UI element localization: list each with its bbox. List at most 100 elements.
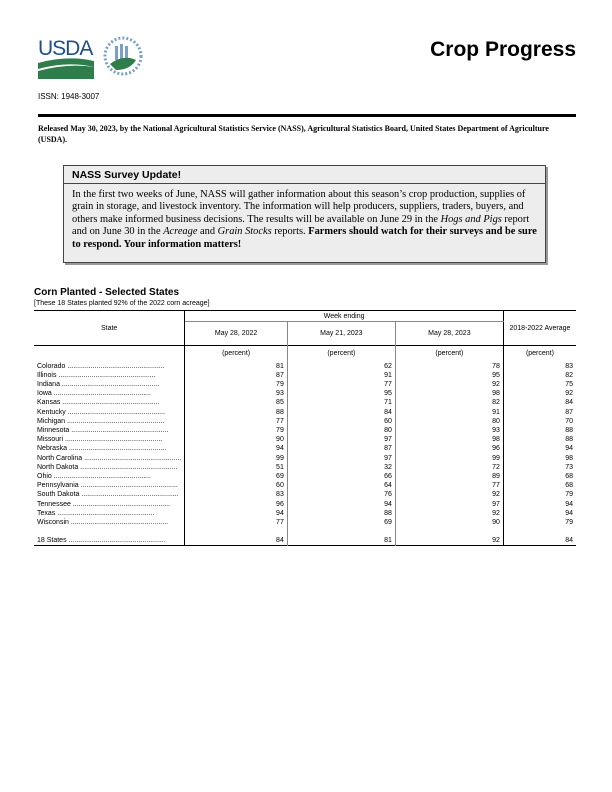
notice-heading: NASS Survey Update! <box>64 166 545 184</box>
divider <box>38 114 576 117</box>
value: 94 <box>287 499 396 509</box>
state-name: South Dakota ...........................… <box>34 490 186 500</box>
value: 81 <box>287 536 396 546</box>
state-label: Minnesota <box>37 426 70 434</box>
value: 87 <box>565 408 573 416</box>
value: 77 <box>184 416 288 426</box>
value: 85 <box>184 398 288 408</box>
state-label: Colorado <box>37 362 66 370</box>
state-name: Michigan ...............................… <box>34 416 186 426</box>
value: 97 <box>287 453 396 463</box>
value: 60 <box>184 481 288 491</box>
state-name: North Dakota ...........................… <box>34 462 186 472</box>
state-name: Missouri ...............................… <box>34 435 186 445</box>
state-name: 18 States ..............................… <box>34 536 186 546</box>
value: 88 <box>184 407 288 417</box>
value: 64 <box>287 481 396 491</box>
value: 90 <box>395 517 504 528</box>
state-name: Colorado ...............................… <box>34 361 186 371</box>
state-label: Nebraska <box>37 445 67 453</box>
value: 94 <box>565 509 573 517</box>
report-title: Crop Progress <box>430 38 576 61</box>
value: 91 <box>395 407 504 417</box>
state-label: Kentucky <box>37 408 66 416</box>
value: 60 <box>287 416 396 426</box>
value: 92 <box>395 536 504 546</box>
corn-planted-table: State Week ending 2018-2022 Average May … <box>34 310 576 546</box>
value: 87 <box>184 370 288 380</box>
value: 90 <box>184 435 288 445</box>
state-name: Wisconsin ..............................… <box>34 517 186 528</box>
value: 97 <box>395 499 504 509</box>
value: 84 <box>565 537 573 545</box>
value: 32 <box>287 462 396 472</box>
table-row: North Dakota ...........................… <box>34 462 576 472</box>
table-row: North Carolina .........................… <box>34 453 576 463</box>
state-label: Tennessee <box>37 500 71 508</box>
value: 51 <box>184 462 288 472</box>
value: 93 <box>395 425 504 436</box>
column-header: 2018-2022 Average <box>509 324 571 332</box>
value: 99 <box>184 453 288 463</box>
value: 79 <box>184 379 288 390</box>
report-name: Acreage <box>163 226 198 238</box>
state-name: Pennsylvania ...........................… <box>34 481 186 491</box>
unit: (percent) <box>287 345 396 362</box>
state-name: Nebraska ...............................… <box>34 444 186 454</box>
state-label: Michigan <box>37 417 66 425</box>
state-label: Ohio <box>37 472 52 480</box>
value: 94 <box>565 500 573 508</box>
state-name: Kentucky ...............................… <box>34 407 186 417</box>
value: 81 <box>184 361 288 371</box>
agriculture-counts-seal <box>103 36 143 76</box>
value: 87 <box>287 444 396 454</box>
state-name: Iowa ...................................… <box>34 389 186 399</box>
value: 92 <box>395 508 504 518</box>
table-row: Missouri ...............................… <box>34 435 576 445</box>
state-name: Tennessee ..............................… <box>34 499 186 509</box>
state-label: Illinois <box>37 371 57 379</box>
table-note: [These 18 States planted 92% of the 2022… <box>34 300 210 307</box>
state-label: Pennsylvania <box>37 482 79 490</box>
value: 84 <box>565 399 573 407</box>
value: 88 <box>565 436 573 444</box>
svg-text:USDA: USDA <box>38 37 93 60</box>
value: 97 <box>287 435 396 445</box>
value: 70 <box>565 417 573 425</box>
state-label: 18 States <box>37 537 67 545</box>
table-row: Illinois ...............................… <box>34 370 576 380</box>
text: and <box>197 226 218 238</box>
unit: (percent) <box>184 345 288 362</box>
survey-notice: NASS Survey Update! In the first two wee… <box>63 165 546 263</box>
table-row: Tennessee ..............................… <box>34 499 576 509</box>
value: 77 <box>184 517 288 528</box>
value: 99 <box>395 453 504 463</box>
value: 94 <box>184 444 288 454</box>
table-row: Texas ..................................… <box>34 508 576 518</box>
state-name: Ohio ...................................… <box>34 471 186 482</box>
state-name: Minnesota ..............................… <box>34 425 186 436</box>
value: 80 <box>395 416 504 426</box>
value: 88 <box>287 508 396 518</box>
state-name: North Carolina .........................… <box>34 453 186 463</box>
state-name: Kansas .................................… <box>34 398 186 408</box>
value: 94 <box>184 508 288 518</box>
state-label: Missouri <box>37 436 64 444</box>
value: 83 <box>184 490 288 500</box>
table-row: Indiana ................................… <box>34 379 576 390</box>
value: 82 <box>395 398 504 408</box>
value: 98 <box>395 435 504 445</box>
value: 91 <box>287 370 396 380</box>
value: 62 <box>287 361 396 371</box>
value: 92 <box>395 490 504 500</box>
table-row: Ohio ...................................… <box>34 471 576 482</box>
text: reports. <box>271 226 309 238</box>
column-header: May 21, 2023 <box>287 321 396 346</box>
value: 77 <box>287 379 396 390</box>
state-label: Texas <box>37 509 56 517</box>
value: 73 <box>565 463 573 471</box>
value: 92 <box>395 379 504 390</box>
column-header: May 28, 2022 <box>184 321 288 346</box>
text: In the first two weeks of June, NASS wil… <box>72 189 526 225</box>
